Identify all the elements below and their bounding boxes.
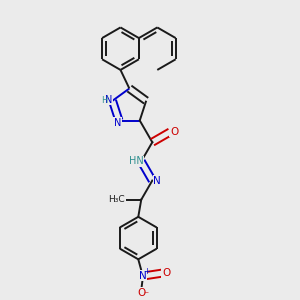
Text: N: N <box>139 271 147 281</box>
Text: ⁻: ⁻ <box>143 290 148 300</box>
Text: N: N <box>105 95 113 105</box>
Text: HN: HN <box>128 156 143 167</box>
Text: O: O <box>170 127 178 137</box>
Text: N: N <box>153 176 161 186</box>
Text: O: O <box>162 268 170 278</box>
Text: +: + <box>143 268 150 277</box>
Text: H: H <box>101 96 107 105</box>
Text: H₃C: H₃C <box>108 195 125 204</box>
Text: N: N <box>114 118 121 128</box>
Text: O: O <box>137 288 146 298</box>
